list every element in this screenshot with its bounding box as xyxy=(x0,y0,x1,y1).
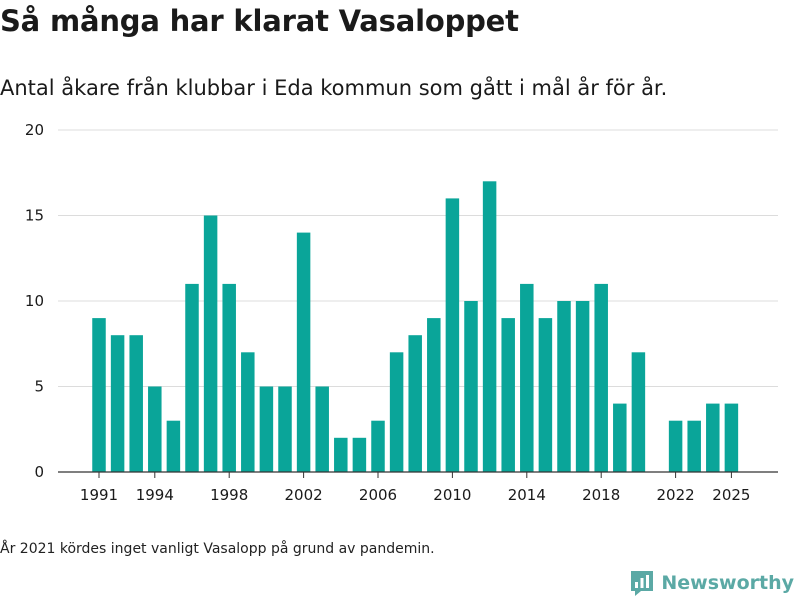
x-tick-label: 2002 xyxy=(285,486,323,504)
bar xyxy=(594,283,608,472)
bar xyxy=(259,386,274,472)
bar xyxy=(408,335,422,472)
bar xyxy=(241,352,255,472)
footnote: År 2021 kördes inget vanligt Vasalopp på… xyxy=(0,541,435,557)
bar xyxy=(203,215,218,472)
bar xyxy=(501,318,515,472)
bar xyxy=(222,283,236,472)
y-tick-label: 20 xyxy=(25,121,44,139)
chart-subtitle: Antal åkare från klubbar i Eda kommun so… xyxy=(0,76,668,100)
bar xyxy=(371,420,385,472)
bar xyxy=(724,403,739,472)
bar xyxy=(687,420,701,472)
x-tick-label: 1994 xyxy=(136,486,174,504)
bar xyxy=(538,318,553,472)
bar xyxy=(427,318,441,472)
bar xyxy=(706,403,720,472)
x-tick-label: 2010 xyxy=(433,486,471,504)
bar xyxy=(185,283,199,472)
brand-name: Newsworthy xyxy=(661,572,794,594)
bar xyxy=(166,420,181,472)
x-tick-label: 1998 xyxy=(210,486,248,504)
newsworthy-logo: Newsworthy xyxy=(629,569,794,597)
bar xyxy=(278,386,292,472)
bar xyxy=(315,386,329,472)
bars xyxy=(92,181,739,473)
y-tick-label: 15 xyxy=(25,207,44,225)
x-tick-label: 2014 xyxy=(508,486,546,504)
bar xyxy=(129,335,143,472)
x-tick-label: 1991 xyxy=(80,486,118,504)
bar xyxy=(334,437,348,472)
x-tick-label: 2006 xyxy=(359,486,397,504)
bar xyxy=(148,386,162,472)
chart-title: Så många har klarat Vasaloppet xyxy=(0,4,519,38)
bar xyxy=(92,318,106,472)
bar xyxy=(352,437,367,472)
bar-chart: 0 5 10 15 20 1991 1994 1998 2002 2006 2010 2014 201… xyxy=(25,121,778,504)
bar xyxy=(631,352,646,472)
bar xyxy=(464,301,478,472)
bar xyxy=(445,198,460,472)
x-axis-ticks: 1991 1994 1998 2002 2006 2010 2014 2018 2022 2025 xyxy=(80,472,750,504)
y-tick-label: 0 xyxy=(34,463,44,481)
bar xyxy=(482,181,497,473)
bar xyxy=(668,420,683,472)
y-axis-ticks: 0 5 10 15 20 xyxy=(25,121,44,481)
x-tick-label: 2022 xyxy=(657,486,695,504)
bar xyxy=(296,232,311,472)
bar xyxy=(110,335,125,472)
y-tick-label: 10 xyxy=(25,292,44,310)
bar xyxy=(575,301,590,472)
newsworthy-logo-icon xyxy=(631,571,654,596)
x-tick-label: 2018 xyxy=(582,486,620,504)
bar xyxy=(389,352,404,472)
bar xyxy=(557,301,571,472)
bar xyxy=(520,283,534,472)
x-tick-label: 2025 xyxy=(712,486,750,504)
y-tick-label: 5 xyxy=(34,378,44,396)
bar xyxy=(613,403,627,472)
